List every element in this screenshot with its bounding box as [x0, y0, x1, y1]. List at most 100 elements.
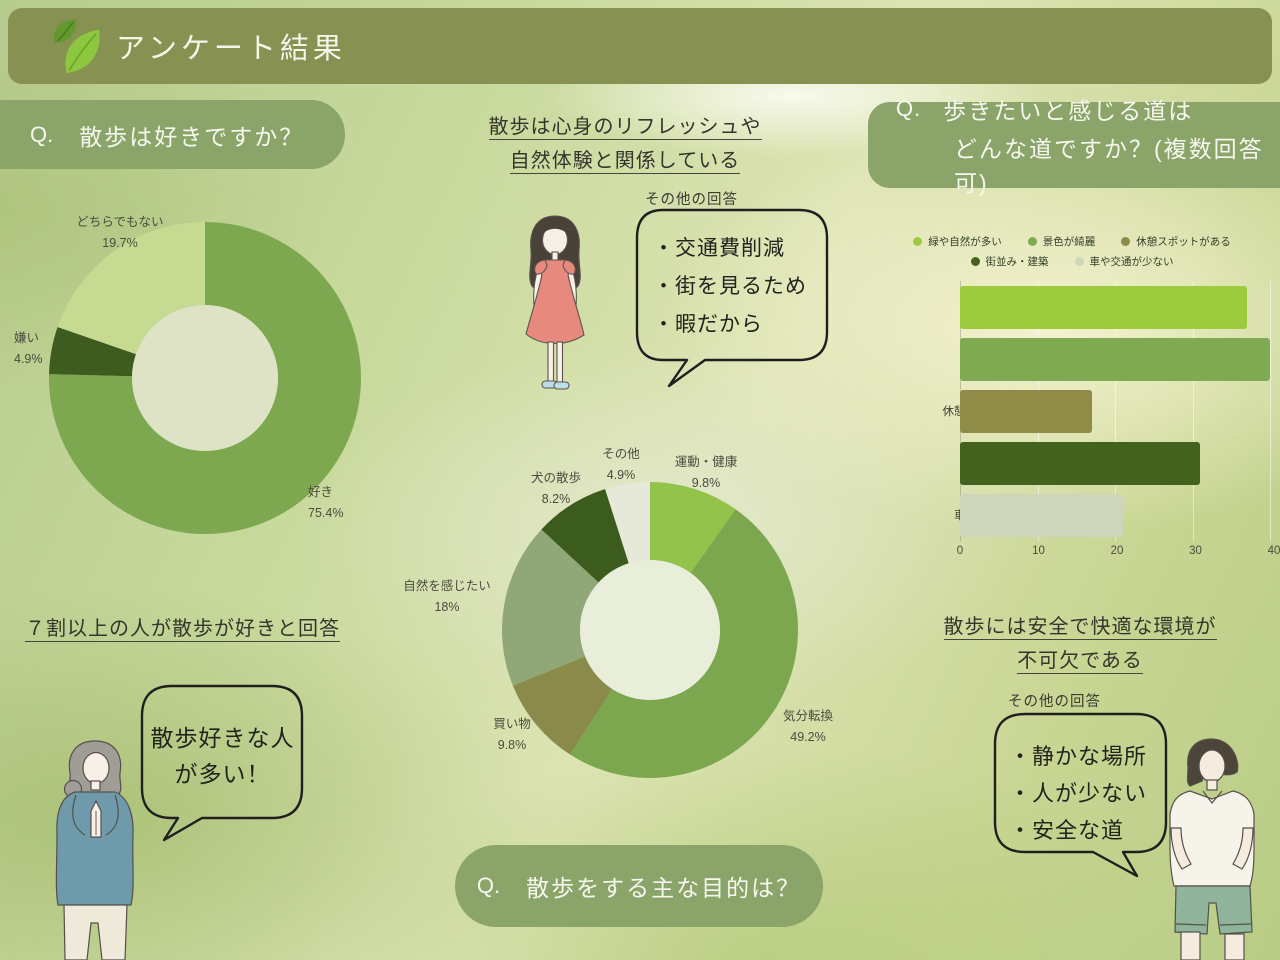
- statement-refresh: 散歩は心身のリフレッシュや 自然体験と関係している: [445, 110, 805, 178]
- donut-hole: [580, 560, 720, 700]
- legend-swatch-icon: [913, 237, 923, 246]
- q1-text: 散歩は好きですか？: [79, 123, 305, 150]
- donut1-label-like: 好き 75.4%: [308, 482, 343, 524]
- donut-chart-like-walking: [48, 222, 362, 534]
- illustration-man: [1169, 738, 1255, 960]
- slice-label: どちらでもない: [76, 215, 164, 229]
- legend-swatch-icon: [1074, 257, 1084, 266]
- slice-label: 自然を感じたい: [403, 579, 491, 593]
- bar-track: [960, 493, 1270, 537]
- other-answers-1-title: その他の回答: [645, 192, 738, 208]
- legend-swatch-icon: [1121, 237, 1131, 246]
- bar-row: 景色が綺麗: [960, 333, 1274, 385]
- x-axis-tick-label: 0: [956, 545, 964, 557]
- statement-safety-line2: 不可欠である: [1017, 650, 1143, 674]
- legend-label: 景色が綺麗: [1042, 236, 1096, 248]
- bar-chart-legend-row1: 緑や自然が多い 景色が綺麗 休憩スポットがある: [870, 234, 1274, 249]
- donut-hole: [132, 305, 278, 451]
- bar-track: [960, 441, 1270, 485]
- donut-slice-3: [502, 529, 599, 686]
- donut2-label-shopping: 買い物 9.8%: [493, 714, 531, 756]
- donut-slice-4: [541, 488, 629, 583]
- q2-line1-row: Q. 歩きたいと感じる道は: [896, 92, 1193, 126]
- legend-label: 緑や自然が多い: [928, 236, 1002, 248]
- speech-bubble-other-1: ・交通費削減 ・街を見るため ・暇だから: [635, 208, 830, 388]
- bar-2: [960, 389, 1092, 433]
- slice-label: 犬の散歩: [530, 471, 582, 485]
- speech-bubble-other-2: ・静かな場所 ・人が少ない ・安全な道: [993, 712, 1171, 880]
- q3-text: 散歩をする主な目的は？: [526, 875, 802, 901]
- donut2-label-dogwalk: 犬の散歩 8.2%: [531, 468, 581, 510]
- bar-row: 車や交通が少ない: [954, 489, 1274, 541]
- donut-slice-0: [650, 482, 736, 573]
- legend-item: 休憩スポットがある: [1121, 234, 1231, 249]
- slice-pct: 75.4%: [308, 506, 344, 520]
- question-badge-q2: Q. 歩きたいと感じる道は どんな道ですか？(複数回答可): [868, 96, 1280, 196]
- slice-label: 好き: [308, 485, 334, 499]
- bar-chart-legend-row2: 街並み・建築 車や交通が少ない: [870, 254, 1274, 269]
- q2-line2: どんな道ですか？(複数回答可): [954, 136, 1264, 196]
- donut1-label-neutral: どちらでもない 19.7%: [76, 212, 163, 254]
- bar-track: [960, 337, 1270, 381]
- speech-bubble-happy: 散歩好きな人 が多い！: [140, 684, 305, 842]
- slice-label: 運動・健康: [674, 455, 738, 469]
- gridline: [1115, 281, 1116, 541]
- happy-line2: が多い！: [174, 761, 271, 787]
- other-1-item: ・街を見るため: [653, 275, 807, 298]
- illustration-elder-woman: [55, 740, 134, 960]
- slice-pct: 9.8%: [691, 476, 721, 490]
- donut-slice-2: [512, 656, 613, 755]
- donut2-label-other: その他 4.9%: [602, 444, 640, 486]
- leaf-icon: [53, 18, 100, 74]
- slice-label: 買い物: [493, 717, 531, 731]
- statement-70pct: ７割以上の人が散歩が好きと回答: [25, 612, 340, 646]
- other-2-item: ・静かな場所: [1009, 744, 1148, 769]
- other-2-item: ・人が少ない: [1009, 781, 1148, 806]
- slice-pct: 18%: [434, 600, 460, 614]
- donut2-label-exercise: 運動・健康 9.8%: [675, 452, 738, 494]
- donut2-label-nature: 自然を感じたい 18%: [403, 576, 491, 618]
- bar-row: 緑や自然が多い: [960, 281, 1274, 333]
- other-2-item: ・安全な道: [1009, 818, 1125, 843]
- legend-label: 車や交通が少ない: [1089, 256, 1174, 268]
- slice-pct: 8.2%: [541, 492, 571, 506]
- legend-item: 緑や自然が多い: [913, 234, 1002, 249]
- x-axis-tick-label: 10: [1032, 545, 1045, 557]
- legend-label: 休憩スポットがある: [1136, 236, 1231, 248]
- legend-item: 街並み・建築: [970, 254, 1049, 269]
- donut1-label-dislike: 嫌い 4.9%: [14, 328, 43, 370]
- other-2-list: ・静かな場所 ・人が少ない ・安全な道: [1009, 738, 1147, 849]
- happy-bubble-text: 散歩好きな人 が多い！: [140, 720, 305, 792]
- bar-4: [960, 493, 1123, 537]
- statement-refresh-line1: 散歩は心身のリフレッシュや: [488, 116, 762, 140]
- q2-line2-row: どんな道ですか？(複数回答可): [896, 130, 1280, 198]
- slice-label: その他: [602, 447, 640, 461]
- slice-pct: 9.8%: [497, 738, 527, 752]
- q3-prefix: Q.: [476, 873, 501, 898]
- bar-track: [960, 389, 1270, 433]
- bar-row: 休憩スポットがある: [943, 385, 1274, 437]
- q2-prefix: Q.: [896, 96, 922, 121]
- bar-track: [960, 285, 1270, 329]
- header-bar: アンケート結果: [8, 8, 1272, 84]
- illustration-woman-pink-dress: [525, 215, 585, 390]
- slice-pct: 4.9%: [14, 352, 43, 366]
- slice-pct: 4.9%: [606, 468, 636, 482]
- question-badge-q1: Q. 散歩は好きですか？: [0, 100, 345, 169]
- question-badge-q3: Q. 散歩をする主な目的は？: [455, 845, 823, 927]
- gridline: [1270, 281, 1271, 541]
- slice-label: 気分転換: [782, 709, 834, 723]
- speech-bubble-outline: [140, 684, 304, 842]
- legend-label: 街並み・建築: [985, 256, 1049, 268]
- bar-3: [960, 441, 1201, 485]
- slice-pct: 49.2%: [790, 730, 826, 744]
- bar-row: 街並み・建築: [960, 437, 1274, 489]
- other-1-item: ・暇だから: [653, 313, 763, 336]
- donut-slice-5: [605, 482, 650, 564]
- donut-slice-0: [48, 222, 362, 534]
- statement-safety: 散歩には安全で快適な環境が 不可欠である: [930, 610, 1230, 678]
- x-axis-tick-label: 20: [1110, 545, 1124, 557]
- legend-item: 車や交通が少ない: [1074, 254, 1174, 269]
- q1-prefix: Q.: [30, 121, 54, 147]
